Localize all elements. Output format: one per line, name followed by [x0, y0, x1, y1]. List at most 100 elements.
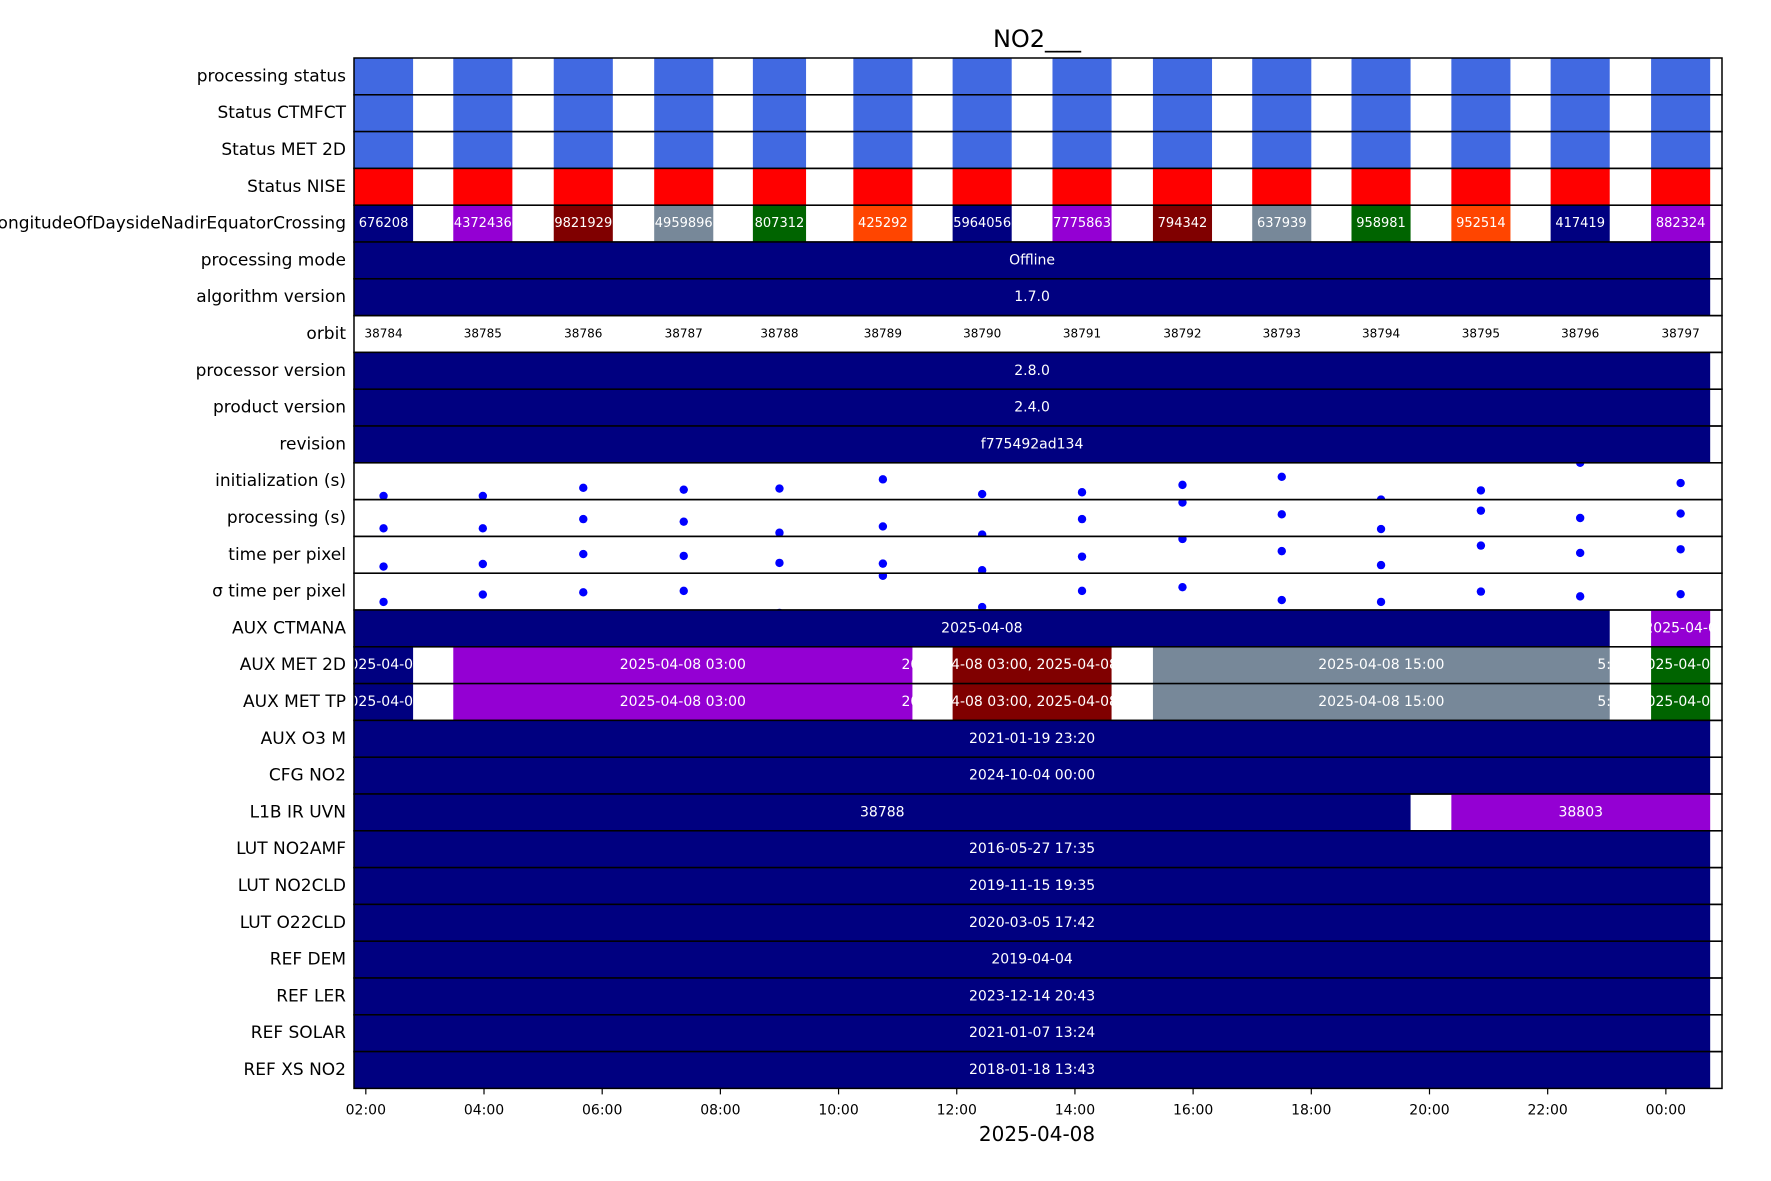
scatter-point [1178, 480, 1187, 490]
segment-label: 2025-04-08 [941, 620, 1022, 636]
scatter-point [478, 491, 488, 500]
row-frame [353, 462, 1723, 501]
segment-label: 2023-12-14 20:43 [969, 988, 1095, 1004]
longitude-bar [1052, 205, 1112, 242]
status-bar [1052, 131, 1112, 169]
x-axis: 02:00 04:00 06:00 08:00 10:00 12:00 14:00 16:00… [346, 1088, 1686, 1118]
segment-bar [354, 904, 1711, 942]
row-content [379, 499, 1685, 537]
orbit-label: 38792 [1163, 327, 1201, 341]
row-label: Status MET 2D [221, 140, 346, 160]
row-content: 2019-11-15 19:35 [354, 867, 1711, 905]
segment-bar [952, 646, 1112, 684]
status-bar [1252, 58, 1312, 95]
row: CFG NO2 2024-10-04 00:00 [269, 756, 1723, 795]
scatter-point [1575, 548, 1585, 558]
scatter-point [1277, 510, 1286, 519]
x-tick-label: 14:00 [1055, 1102, 1095, 1118]
row: L1B IR UVN 38788 38803 [250, 793, 1723, 832]
row-label: REF DEM [270, 950, 346, 970]
longitude-label: 882324 [1656, 216, 1706, 231]
scatter-point [1376, 495, 1386, 500]
status-bar [1451, 168, 1511, 206]
scatter-point [1277, 472, 1286, 481]
scatter-point [679, 586, 688, 596]
row: Status MET 2D [221, 130, 1723, 170]
scatter-point [478, 559, 488, 569]
segment-label: 5:00, 2025-04-09 03:00 [1597, 657, 1764, 673]
status-bar [1052, 58, 1112, 95]
segment-label: 2025-04-08 03:00, 2025-04-08 15:00 [901, 694, 1162, 710]
status-bar [453, 168, 513, 206]
longitude-bar [1451, 205, 1511, 242]
status-bar [453, 94, 513, 132]
status-bar [1550, 94, 1610, 132]
segment-bar [1152, 646, 1610, 684]
row-content [379, 573, 1685, 611]
orbit-label: 38789 [864, 327, 902, 341]
scatter-point [1077, 488, 1087, 497]
status-bar [952, 58, 1012, 95]
row-label: AUX O3 M [261, 729, 346, 749]
longitude-bar [1252, 205, 1312, 242]
scatter-point [379, 524, 388, 533]
orbit-label: 38786 [564, 327, 602, 341]
row-label: time per pixel [228, 545, 346, 565]
longitude-bar [654, 205, 714, 242]
row-label: orbit [306, 324, 346, 344]
longitude-bar [952, 205, 1012, 242]
longitude-bar [1152, 205, 1213, 242]
status-bar [1152, 58, 1213, 95]
scatter-point [977, 489, 987, 499]
status-bar [354, 168, 414, 206]
row: Status NISE [247, 167, 1723, 206]
row-label: processing status [197, 66, 346, 86]
chart-title: NO2___ [993, 25, 1082, 53]
scatter-point [977, 530, 987, 537]
row-content: 2021-01-07 13:24 [354, 1014, 1711, 1052]
orbit-label: 38793 [1263, 327, 1301, 341]
row: algorithm version 1.7.0 [196, 278, 1723, 317]
segment-label: 2025-04-0 [1644, 620, 1716, 636]
scatter-point [1178, 499, 1187, 507]
scatter-point [775, 528, 784, 537]
row-content: 2021-01-19 23:20 [354, 720, 1711, 758]
row-label: AUX MET 2D [240, 655, 346, 675]
row-label: product version [213, 398, 346, 418]
segment-label: 2025-04-08 15:00 [1318, 694, 1444, 710]
segment-bar [453, 646, 913, 684]
status-bar [1451, 131, 1511, 169]
row-content: 2019-04-04 [354, 941, 1711, 978]
row: AUX CTMANA 2025-04-08 2025-04-0 [232, 609, 1723, 648]
segment-label: 2.4.0 [1014, 400, 1050, 416]
scatter-point [878, 559, 888, 568]
row-label: initialization (s) [215, 471, 346, 491]
longitude-bar [453, 205, 513, 242]
status-bar [1550, 131, 1610, 169]
row: σ time per pixel [212, 572, 1723, 611]
segment-label: 2020-03-05 17:42 [969, 915, 1095, 931]
row-content: f775492ad134 [354, 426, 1711, 463]
longitude-bar [853, 205, 913, 242]
scatter-point [1077, 552, 1087, 561]
scatter-point [1376, 597, 1386, 607]
x-tick-label: 04:00 [464, 1102, 504, 1118]
status-bar [752, 131, 807, 169]
segment-bar [354, 978, 1711, 1015]
orbit-label: 38794 [1362, 327, 1400, 341]
row-label: REF LER [276, 986, 346, 1006]
status-bar [1252, 131, 1312, 169]
row: REF LER 2023-12-14 20:43 [276, 977, 1723, 1016]
row-content [354, 131, 1711, 169]
x-tick-label: 18:00 [1291, 1102, 1331, 1118]
status-bar [952, 168, 1012, 206]
row-content: 2024-10-04 00:00 [354, 757, 1711, 794]
row: processor version 2.8.0 [196, 351, 1723, 390]
row: REF SOLAR 2021-01-07 13:24 [251, 1014, 1723, 1053]
status-bar [853, 131, 913, 169]
segment-label: 2025-04-08 03:00 [620, 694, 746, 710]
segment-label: 2025-04-08 03:00, 2025-04-08 15:00 [901, 657, 1162, 673]
scatter-point [579, 514, 588, 524]
scatter-point [878, 573, 888, 580]
